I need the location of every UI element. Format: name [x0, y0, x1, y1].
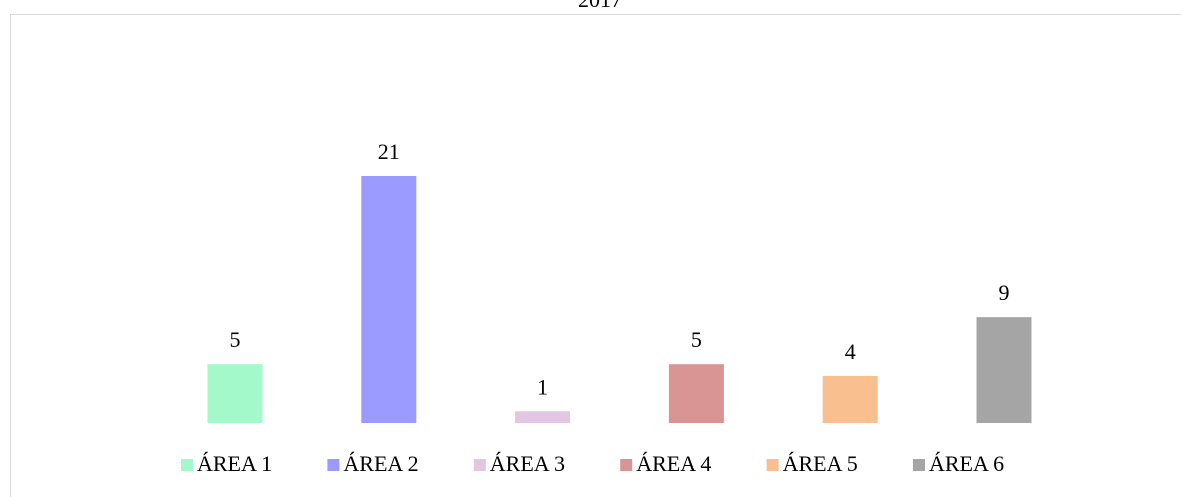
data-label: 1	[537, 374, 548, 399]
legend-swatch	[766, 459, 779, 471]
legend-label: ÁREA 4	[636, 451, 711, 476]
legend-label: ÁREA 1	[197, 451, 272, 476]
data-label: 21	[378, 139, 400, 164]
bar	[361, 176, 417, 423]
legend-swatch	[181, 459, 193, 471]
bar	[668, 364, 724, 423]
bar	[822, 375, 878, 423]
chart-border	[10, 14, 1181, 497]
data-label: 4	[845, 339, 856, 364]
data-label: 9	[999, 280, 1010, 305]
legend-swatch	[473, 459, 486, 471]
legend-swatch	[327, 459, 340, 471]
legend-label: ÁREA 3	[490, 451, 565, 476]
bar	[976, 317, 1032, 423]
legend-swatch	[913, 459, 925, 471]
bar	[515, 411, 571, 423]
data-label: 5	[691, 327, 702, 352]
bar	[207, 364, 263, 423]
legend-swatch	[620, 459, 633, 471]
legend-label: ÁREA 5	[783, 451, 858, 476]
legend-label: ÁREA 2	[343, 451, 418, 476]
data-label: 5	[230, 327, 241, 352]
legend-label: ÁREA 6	[929, 451, 1004, 476]
chart-title: 2017	[578, 0, 622, 12]
